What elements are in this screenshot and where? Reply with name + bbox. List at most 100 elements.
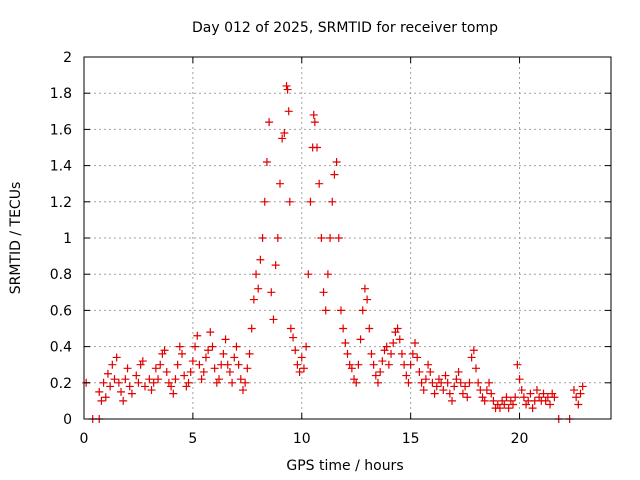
data-point <box>428 378 437 387</box>
data-point <box>171 375 180 384</box>
data-point <box>252 270 261 279</box>
data-point <box>317 234 326 242</box>
data-point <box>289 333 298 342</box>
data-point <box>426 367 435 376</box>
data-point <box>99 378 108 387</box>
data-point <box>550 393 559 402</box>
data-point <box>295 367 304 376</box>
data-point <box>504 404 513 413</box>
data-point <box>249 295 258 304</box>
data-point <box>310 118 319 127</box>
data-point <box>487 389 496 398</box>
data-point <box>502 393 511 402</box>
y-tick-label: 1 <box>63 231 72 247</box>
data-point <box>291 346 300 355</box>
data-point <box>232 342 241 351</box>
data-point <box>114 378 123 387</box>
data-point <box>387 349 396 358</box>
data-point <box>286 324 295 333</box>
data-point <box>463 393 472 402</box>
data-point <box>184 378 193 387</box>
y-axis-label: SRMTID / TECUs <box>8 182 24 295</box>
data-point <box>230 353 239 362</box>
data-point <box>125 382 134 391</box>
data-point <box>154 375 163 384</box>
data-point <box>332 157 341 166</box>
data-point <box>439 386 448 395</box>
data-point <box>238 386 247 395</box>
data-point <box>326 234 335 242</box>
data-point <box>160 346 169 355</box>
data-point <box>443 378 452 387</box>
data-point <box>188 357 197 366</box>
data-point <box>275 179 284 188</box>
y-tick-label: 1.2 <box>50 195 72 211</box>
data-point <box>265 118 274 127</box>
data-point <box>572 393 581 402</box>
data-point <box>323 270 332 279</box>
data-point <box>147 386 156 395</box>
data-point <box>360 284 369 293</box>
data-point <box>210 364 219 373</box>
data-point <box>369 360 378 369</box>
data-point <box>343 349 352 358</box>
data-point <box>358 306 367 315</box>
data-point <box>95 387 104 396</box>
data-point <box>569 386 578 395</box>
data-point <box>528 404 537 413</box>
data-point <box>367 349 376 358</box>
data-point <box>456 378 465 387</box>
data-point <box>282 81 291 90</box>
data-point <box>258 234 267 242</box>
data-point <box>485 378 494 387</box>
data-point <box>519 393 528 402</box>
data-point <box>206 328 215 337</box>
data-point <box>509 400 518 409</box>
data-point <box>173 360 182 369</box>
data-point <box>197 375 206 384</box>
data-point <box>430 389 439 398</box>
data-point <box>452 375 461 384</box>
data-point <box>256 255 265 264</box>
data-point <box>389 338 398 347</box>
x-tick-label: 20 <box>511 431 529 447</box>
data-point <box>278 134 287 143</box>
x-tick-label: 15 <box>402 431 420 447</box>
data-point <box>495 404 504 413</box>
data-point <box>513 360 522 369</box>
data-point <box>441 371 450 380</box>
y-tick-label: 0.2 <box>50 376 72 392</box>
data-point <box>280 129 289 138</box>
data-point <box>354 360 363 369</box>
data-point <box>243 364 252 373</box>
data-point <box>269 315 278 324</box>
y-tick-label: 0.6 <box>50 303 72 319</box>
data-point <box>336 306 345 315</box>
data-point <box>330 170 339 179</box>
data-point <box>347 364 356 373</box>
data-point <box>285 197 294 206</box>
data-point <box>393 324 402 333</box>
data-point <box>378 357 387 366</box>
data-point <box>167 382 176 391</box>
data-point <box>302 342 311 351</box>
data-point <box>169 389 178 398</box>
data-point <box>408 349 417 358</box>
data-point <box>341 338 350 347</box>
data-point <box>465 378 474 387</box>
data-point <box>241 378 250 387</box>
x-tick-label: 10 <box>293 431 311 447</box>
data-point <box>134 378 143 387</box>
y-tick-label: 1.6 <box>50 122 72 138</box>
data-point <box>432 382 441 391</box>
data-point <box>539 389 548 398</box>
data-point <box>578 382 587 391</box>
data-point <box>371 371 380 380</box>
data-point <box>201 353 210 362</box>
data-point <box>352 378 361 387</box>
y-tick-label: 0 <box>63 412 72 428</box>
data-point <box>471 364 480 373</box>
data-point <box>267 288 276 297</box>
data-point <box>339 324 348 333</box>
data-point <box>175 342 184 351</box>
